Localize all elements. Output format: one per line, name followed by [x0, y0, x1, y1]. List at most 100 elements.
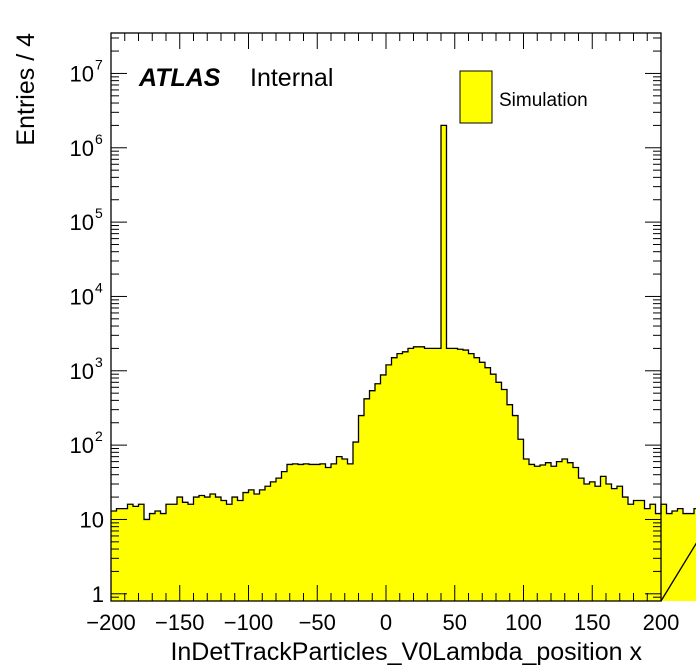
histogram-bar: [540, 465, 546, 601]
histogram-bar: [397, 353, 403, 601]
histogram-bar: [364, 398, 370, 601]
histogram-bar: [116, 508, 123, 601]
y-tick-label: 1: [92, 582, 104, 607]
histogram-bar: [562, 459, 568, 601]
histogram-bar: [545, 462, 552, 601]
histogram-bar: [160, 513, 167, 601]
histogram-bars: [111, 125, 696, 601]
histogram-bar: [193, 497, 200, 601]
x-tick-label: 150: [574, 610, 611, 635]
histogram-bar: [122, 508, 128, 601]
y-tick-exponent: 7: [95, 56, 103, 72]
histogram-bar: [573, 467, 579, 601]
histogram-bar: [221, 500, 227, 601]
histogram-bar: [463, 350, 469, 601]
x-tick-labels: −200 −150 −100 −50 0 50 100 150 200: [86, 610, 679, 635]
histogram-bar: [474, 357, 480, 601]
x-axis-title: InDetTrackParticles_V0Lambda_position x: [170, 638, 642, 666]
histogram-bar: [336, 456, 343, 601]
histogram-bar: [672, 510, 678, 601]
legend-label-simulation: Simulation: [499, 90, 588, 111]
x-tick-label: −150: [155, 610, 205, 635]
histogram-bar: [501, 389, 508, 601]
histogram-bar: [188, 504, 194, 601]
histogram-bar: [518, 439, 524, 601]
histogram-bar: [276, 478, 282, 601]
histogram-bar: [452, 348, 458, 601]
histogram-bar: [309, 464, 315, 601]
histogram-bar: [490, 374, 497, 601]
histogram-bar: [507, 404, 513, 601]
x-tick-label: 200: [643, 610, 680, 635]
histogram-bar: [353, 442, 359, 601]
histogram-bar: [694, 508, 696, 601]
x-tick-label: 0: [380, 610, 392, 635]
histogram-bar: [430, 348, 436, 601]
histogram-bar: [182, 502, 189, 601]
histogram-bar: [292, 463, 299, 601]
histogram-bar: [320, 463, 326, 601]
atlas-label: ATLAS: [138, 64, 221, 92]
y-tick-exponent: 2: [95, 428, 103, 444]
histogram-bar: [606, 483, 612, 601]
histogram-bar: [661, 504, 667, 601]
histogram-bar: [232, 497, 238, 601]
histogram-bar: [639, 500, 645, 601]
histogram-bar: [155, 510, 161, 601]
histogram-bar: [589, 481, 596, 601]
histogram-bar: [204, 497, 211, 601]
histogram-bar: [391, 357, 398, 601]
histogram-bar: [358, 415, 365, 601]
histogram-bar: [408, 348, 414, 601]
histogram-bar: [551, 466, 557, 601]
histogram-bar: [567, 462, 574, 601]
histogram-bar: [298, 464, 304, 601]
histogram-bar: [210, 494, 216, 601]
histogram-bar: [248, 489, 255, 601]
histogram-bar: [149, 513, 156, 601]
y-tick-label: 10: [70, 61, 94, 86]
y-tick-exponent: 5: [95, 205, 103, 221]
histogram-bar: [226, 504, 233, 601]
histogram-bar: [243, 492, 249, 601]
histogram-bar: [446, 348, 453, 601]
histogram-bar: [127, 504, 134, 601]
histogram-bar: [419, 346, 425, 601]
histogram-bar: [166, 504, 172, 601]
histogram-bar: [325, 467, 332, 601]
histogram-bar: [556, 461, 563, 601]
histogram-bar: [666, 513, 673, 601]
y-tick-exponent: 3: [95, 354, 103, 370]
histogram-bar: [254, 494, 260, 601]
legend-swatch-simulation: [459, 70, 493, 124]
histogram-bar: [177, 497, 183, 601]
histogram-bar: [468, 353, 475, 601]
histogram-bar: [441, 125, 447, 601]
histogram-bar: [270, 481, 277, 601]
histogram-bar: [435, 348, 442, 601]
histogram-bar: [402, 351, 409, 601]
histogram-bar: [600, 476, 607, 601]
histogram-bar: [281, 471, 288, 601]
x-tick-label: −50: [299, 610, 336, 635]
histogram-bar: [584, 483, 590, 601]
histogram-bar: [622, 497, 629, 601]
y-tick-label: 10: [70, 210, 94, 235]
histogram-bar: [138, 504, 145, 601]
histogram-bar: [479, 362, 486, 601]
y-tick-label: 10: [70, 136, 94, 161]
legend: Simulation: [459, 70, 588, 124]
y-tick-exponent: 6: [95, 131, 103, 147]
x-tick-label: −100: [224, 610, 274, 635]
histogram-bar: [595, 486, 601, 601]
histogram-bar: [331, 463, 337, 601]
y-tick-label: 10: [70, 433, 94, 458]
histogram-bar: [144, 519, 150, 601]
histogram-bar: [386, 364, 392, 601]
histogram-bar: [485, 367, 491, 601]
histogram-bar: [617, 486, 623, 601]
histogram-bar: [303, 463, 310, 601]
histogram-outline: [111, 124, 696, 602]
x-tick-label: 50: [443, 610, 467, 635]
